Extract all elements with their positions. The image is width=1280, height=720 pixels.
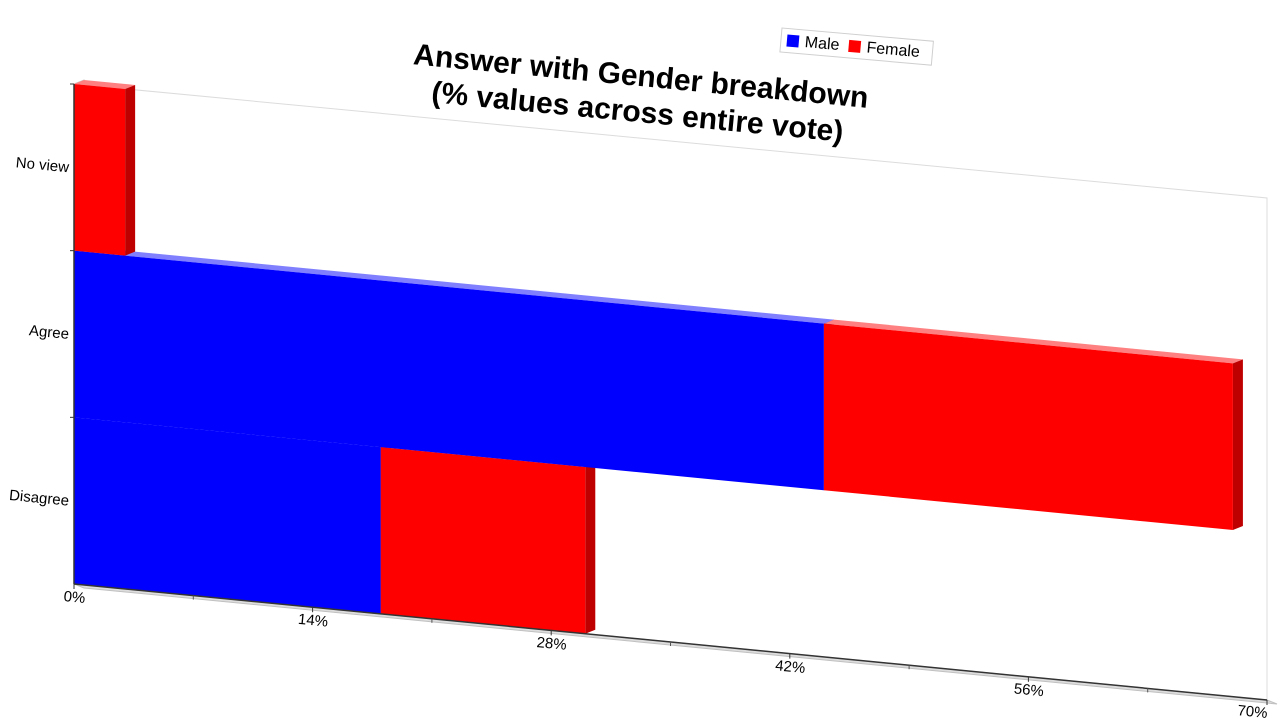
bar-top-face	[74, 80, 136, 89]
x-tick-label: 14%	[297, 611, 329, 631]
bars-group	[74, 80, 1243, 634]
bar-side-face	[125, 84, 136, 256]
category-label: No view	[15, 154, 70, 176]
bar-front-face	[823, 323, 1233, 531]
bar-top-face	[823, 319, 1243, 364]
x-tick-label: 0%	[63, 588, 86, 607]
bar-front-face	[380, 447, 586, 634]
x-ticks: 0% 14% 28% 42% 56% 70%	[63, 584, 1268, 720]
bar-side-face	[1232, 359, 1243, 531]
x-tick-label: 70%	[1237, 702, 1269, 720]
legend: Male Female	[779, 27, 934, 66]
category-label: Disagree	[8, 487, 69, 510]
bar-front-face	[74, 250, 824, 491]
x-tick-label: 56%	[1013, 680, 1045, 700]
bar-front-face	[74, 417, 381, 614]
bar-top-face	[74, 246, 834, 324]
category-labels: Disagree Agree No view	[8, 83, 74, 510]
legend-swatch-male	[786, 34, 800, 48]
x-tick-label: 28%	[536, 634, 568, 654]
bar-female-no-view	[74, 80, 136, 256]
bar-female-agree	[823, 319, 1243, 531]
x-tick-label: 42%	[774, 657, 806, 677]
bar-female-disagree	[380, 443, 596, 634]
legend-label-male: Male	[804, 34, 840, 54]
legend-swatch-female	[848, 39, 862, 53]
bar-front-face	[74, 84, 126, 256]
category-label: Agree	[28, 322, 69, 343]
bar-side-face	[585, 463, 596, 634]
legend-label-female: Female	[866, 39, 921, 61]
